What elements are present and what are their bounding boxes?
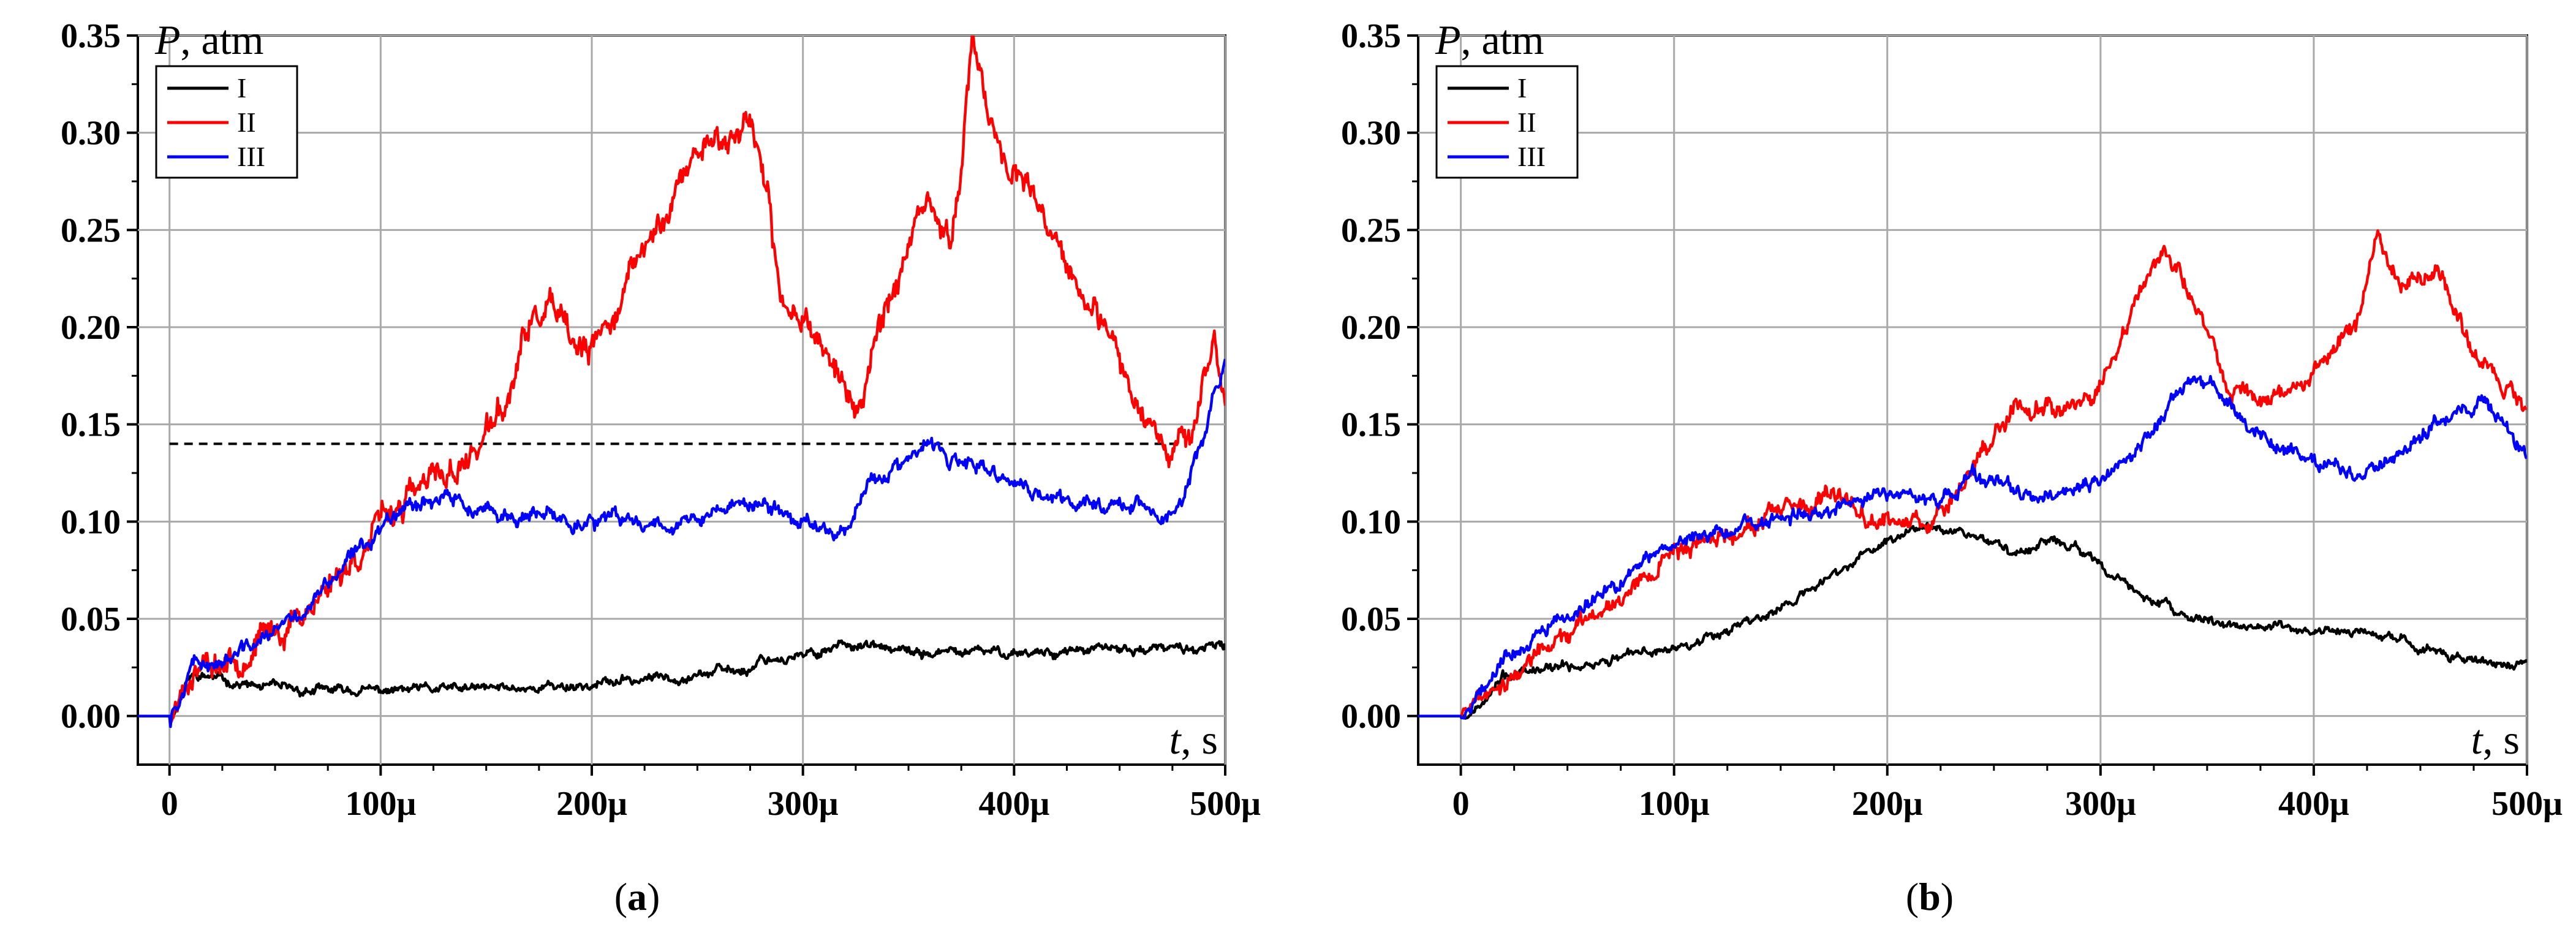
y-axis-title: P, atm xyxy=(154,17,264,63)
x-tick-label: 0 xyxy=(1452,785,1470,823)
legend-label-III: III xyxy=(237,141,265,172)
x-axis-unit: , s xyxy=(2483,716,2520,763)
y-tick-label: 0.00 xyxy=(61,698,121,736)
series-line-II xyxy=(138,36,1225,725)
x-tick-label: 0 xyxy=(161,785,178,823)
series-line-I xyxy=(1418,521,2527,720)
x-tick-label: 300μ xyxy=(768,785,839,823)
series-line-III xyxy=(138,358,1225,728)
y-tick-label: 0.30 xyxy=(61,115,121,153)
series-group xyxy=(1418,229,2527,720)
y-tick-label: 0.05 xyxy=(1341,600,1401,638)
series-group xyxy=(138,36,1225,728)
plot-frame xyxy=(137,34,1226,766)
y-tick-label: 0.30 xyxy=(1341,115,1401,153)
x-axis-variable: t xyxy=(2471,716,2484,763)
y-tick-label: 0.05 xyxy=(61,600,121,638)
y-axis-unit: , atm xyxy=(181,17,264,63)
series-line-I xyxy=(138,639,1225,722)
x-tick-label: 500μ xyxy=(2491,785,2563,823)
grid xyxy=(1418,34,2528,765)
x-tick-label: 300μ xyxy=(2065,785,2136,823)
x-axis-unit: , s xyxy=(1181,716,1218,763)
x-axis-variable: t xyxy=(1169,716,1182,763)
x-tick-label: 200μ xyxy=(1852,785,1923,823)
series-line-III xyxy=(1418,374,2527,720)
ticks: 0 100μ 200μ 300μ 400μ 500μ 0.00 0.05 0.10 0.15 0.2… xyxy=(61,17,1261,823)
grid xyxy=(138,34,1226,765)
x-tick-label: 200μ xyxy=(556,785,627,823)
panel-a: 0 100μ 200μ 300μ 400μ 500μ 0.00 0.05 0.10 0.15 0.2… xyxy=(61,17,1261,918)
legend-label-I: I xyxy=(237,72,246,104)
legend-label-II: II xyxy=(1517,107,1536,138)
panel-label-b: (b) xyxy=(1906,875,1954,918)
y-axis-variable: P xyxy=(1435,17,1461,63)
y-tick-label: 0.15 xyxy=(61,406,121,444)
panel-label-a: (a) xyxy=(614,875,660,918)
legend-label-III: III xyxy=(1517,141,1546,172)
panel-label-b-letter: b xyxy=(1919,875,1941,918)
legend-label-II: II xyxy=(237,107,256,138)
x-axis-title: t, s xyxy=(1169,716,1218,763)
y-tick-label: 0.00 xyxy=(1341,698,1401,736)
y-tick-label: 0.10 xyxy=(61,503,121,541)
plot-frame xyxy=(1417,34,2528,766)
y-tick-label: 0.35 xyxy=(61,17,121,55)
y-tick-label: 0.10 xyxy=(1341,503,1401,541)
y-tick-label: 0.25 xyxy=(1341,211,1401,249)
legend-label-I: I xyxy=(1517,72,1527,104)
y-axis-variable: P xyxy=(154,17,181,63)
y-axis-title: P, atm xyxy=(1435,17,1544,63)
x-tick-label: 400μ xyxy=(2278,785,2349,823)
x-tick-label: 100μ xyxy=(345,785,416,823)
y-axis-unit: , atm xyxy=(1461,17,1544,63)
y-tick-label: 0.25 xyxy=(61,211,121,249)
x-tick-label: 500μ xyxy=(1190,785,1261,823)
panel-label-a-letter: a xyxy=(627,875,647,918)
y-tick-label: 0.15 xyxy=(1341,406,1401,444)
y-tick-label: 0.20 xyxy=(1341,309,1401,347)
panel-b: 0 100μ 200μ 300μ 400μ 500μ 0.00 0.05 0.10 0.15 0.2… xyxy=(1341,17,2563,918)
ticks: 0 100μ 200μ 300μ 400μ 500μ 0.00 0.05 0.10 0.15 0.2… xyxy=(1341,17,2563,823)
y-tick-label: 0.35 xyxy=(1341,17,1401,55)
x-tick-label: 400μ xyxy=(978,785,1049,823)
y-tick-label: 0.20 xyxy=(61,309,121,347)
x-tick-label: 100μ xyxy=(1639,785,1710,823)
x-axis-title: t, s xyxy=(2471,716,2520,763)
